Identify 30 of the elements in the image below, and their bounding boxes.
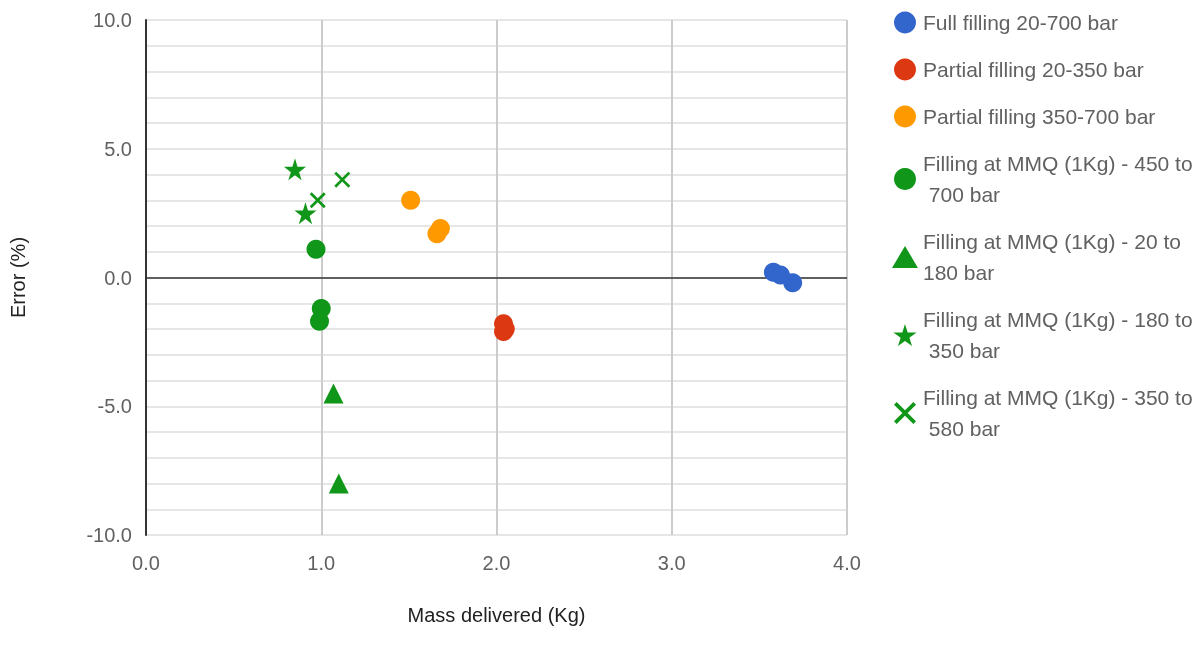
x-tick-label: 0.0 <box>132 552 160 574</box>
x-tick-label: 4.0 <box>833 552 861 574</box>
legend-label: Partial filling 20-350 bar <box>923 58 1144 81</box>
y-tick-label: -10.0 <box>86 524 132 546</box>
y-axis-title: Error (%) <box>7 236 29 319</box>
point <box>334 171 351 188</box>
legend-label: Full filling 20-700 bar <box>923 11 1118 34</box>
point <box>401 190 421 210</box>
y-tick-label: 5.0 <box>104 137 132 160</box>
x-tick-label: 2.0 <box>482 552 511 574</box>
x-tick-label: 1.0 <box>307 552 336 574</box>
x-axis-title: Mass delivered (Kg) <box>407 604 586 626</box>
point <box>294 202 317 225</box>
legend-label: Partial filling 350-700 bar <box>923 105 1156 128</box>
legend-label: Filling at MMQ (1Kg) - 350 to 580 bar <box>923 386 1193 440</box>
legend-label: Filling at MMQ (1Kg) - 20 to 180 bar <box>923 230 1187 284</box>
point <box>310 311 329 331</box>
y-tick-label: 10.0 <box>93 9 132 31</box>
point <box>309 192 326 209</box>
point <box>283 158 306 181</box>
legend-label: Filling at MMQ (1Kg) - 180 to 350 bar <box>923 308 1193 362</box>
point <box>783 273 803 293</box>
point <box>306 239 326 259</box>
point <box>328 473 349 494</box>
point <box>323 383 344 404</box>
y-tick-label: -5.0 <box>97 395 132 418</box>
y-tick-label: 0.0 <box>104 266 132 289</box>
x-tick-label: 3.0 <box>657 552 686 574</box>
point <box>427 224 447 244</box>
legend-label: Filling at MMQ (1Kg) - 450 to 700 bar <box>923 152 1193 206</box>
